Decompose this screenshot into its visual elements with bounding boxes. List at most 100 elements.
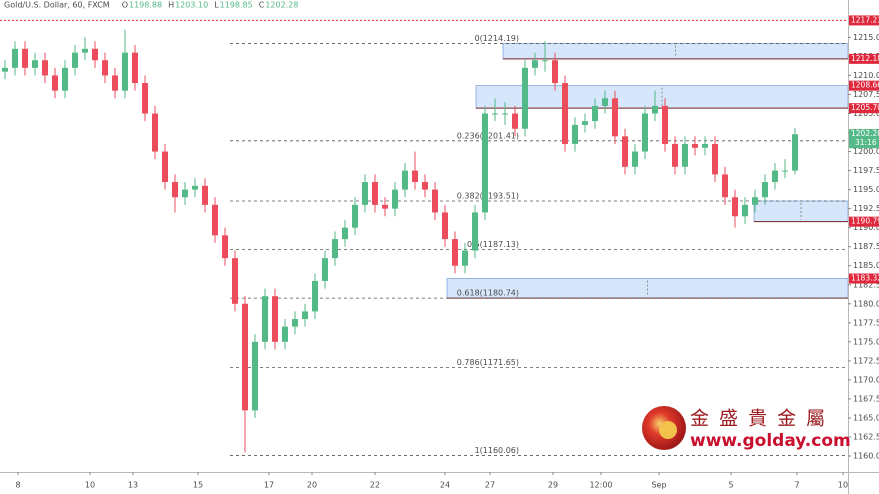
- candle-body: [362, 182, 368, 205]
- candle-body: [472, 212, 478, 251]
- x-tick-label: Sep: [651, 481, 666, 490]
- candle-body: [202, 185, 208, 205]
- fib-label: 0.5(1187.13): [467, 240, 519, 249]
- fib-label: 0(1214.19): [475, 34, 519, 43]
- legend-value: 1202.28: [265, 1, 298, 10]
- candle-body: [142, 83, 148, 114]
- y-tick-label: 1160.00: [853, 452, 879, 461]
- y-tick-label: 1180.00: [853, 299, 879, 308]
- candle-body: [662, 105, 668, 144]
- price-tag: [849, 103, 879, 114]
- candle-body: [32, 60, 38, 68]
- y-tick-label: 1187.50: [853, 242, 879, 251]
- y-tick-label: 1175.00: [853, 337, 879, 346]
- price-tag-label: 1217.23: [851, 15, 879, 24]
- header-bg: [0, 0, 320, 10]
- y-tick-label: 1192.50: [853, 204, 879, 213]
- candle-body: [782, 170, 788, 172]
- candle-body: [82, 48, 88, 53]
- candle-body: [412, 170, 418, 183]
- candle-body: [442, 212, 448, 240]
- candle-body: [632, 151, 638, 167]
- y-tick-label: 1162.50: [853, 432, 879, 441]
- fib-label: 1(1160.06): [475, 446, 519, 455]
- candle-body: [2, 67, 8, 72]
- y-tick-label: 1172.50: [853, 356, 879, 365]
- price-tag: [849, 216, 879, 227]
- y-tick-label: 1197.50: [853, 166, 879, 175]
- x-tick-label: 8: [15, 481, 20, 490]
- candle-body: [562, 83, 568, 144]
- candle-body: [252, 341, 258, 411]
- candle-body: [422, 182, 428, 190]
- candle-body: [542, 60, 548, 62]
- x-tick-label: 13: [128, 481, 138, 490]
- candle-body: [572, 124, 578, 144]
- fib-label: 0.618(1180.74): [457, 289, 519, 298]
- candle-body: [42, 60, 48, 76]
- candle-body: [382, 204, 388, 209]
- y-tick-label: 1195.00: [853, 185, 879, 194]
- candle-body: [502, 113, 508, 115]
- candle-body: [192, 185, 198, 190]
- y-tick-label: 1185.00: [853, 261, 879, 270]
- candle-body: [52, 75, 58, 91]
- y-tick-label: 1200.00: [853, 147, 879, 156]
- candle-body: [602, 98, 608, 106]
- price-tag: [849, 15, 879, 26]
- candle-body: [242, 303, 248, 411]
- candle-body: [222, 235, 228, 259]
- candle-body: [722, 174, 728, 198]
- plot-area: 0(1214.19)0.236(1201.41)0.382(1193.51)0.…: [0, 19, 849, 456]
- candle-body: [22, 48, 28, 68]
- candle-body: [182, 189, 188, 198]
- price-tag-label: 1208.66: [851, 81, 879, 90]
- candle-body: [172, 182, 178, 198]
- price-tag: [849, 80, 879, 91]
- candle-body: [432, 189, 438, 213]
- y-tick-label: 1210.00: [853, 71, 879, 80]
- candle-body: [352, 204, 358, 228]
- legend-key: C: [259, 1, 265, 10]
- price-tag: [849, 273, 879, 284]
- watermark-name: 金 盛 貴 金 屬: [690, 408, 827, 430]
- candle-body: [322, 258, 328, 281]
- x-tick-label: 15: [193, 481, 203, 490]
- candle-body: [102, 60, 108, 76]
- candle-body: [672, 143, 678, 167]
- candle-body: [272, 296, 278, 342]
- y-tick-label: 1205.00: [853, 109, 879, 118]
- candle-body: [402, 170, 408, 190]
- candle-body: [792, 134, 798, 171]
- last-price-tag: [849, 129, 879, 149]
- x-tick-label: 20: [307, 481, 317, 490]
- candle-body: [522, 67, 528, 129]
- candle-body: [302, 311, 308, 320]
- legend-key: O: [122, 1, 128, 10]
- x-tick-label: 12:00: [589, 481, 612, 490]
- y-tick-label: 1170.00: [853, 375, 879, 384]
- candle-body: [642, 113, 648, 152]
- price-tag-label: 1190.79: [851, 217, 879, 226]
- candle-body: [582, 121, 588, 125]
- countdown: 31:16: [855, 138, 877, 147]
- candle-body: [462, 250, 468, 266]
- candle-body: [592, 105, 598, 122]
- legend-key: H: [168, 1, 174, 10]
- candle-body: [752, 197, 758, 205]
- candle-body: [532, 60, 538, 68]
- x-tick-label: 27: [485, 481, 495, 490]
- x-tick-label: 10: [838, 481, 848, 490]
- candle-body: [732, 197, 738, 217]
- x-tick-label: 10: [85, 481, 95, 490]
- candle-body: [742, 204, 748, 217]
- candle-body: [162, 151, 168, 183]
- candle-body: [702, 143, 708, 148]
- fib-label: 0.786(1171.65): [457, 358, 519, 367]
- candle-body: [332, 239, 338, 259]
- price-tag-label: 1205.70: [851, 103, 879, 112]
- legend-value: 1198.88: [129, 1, 162, 10]
- candle-body: [292, 319, 298, 327]
- legend-value: 1203.10: [175, 1, 208, 10]
